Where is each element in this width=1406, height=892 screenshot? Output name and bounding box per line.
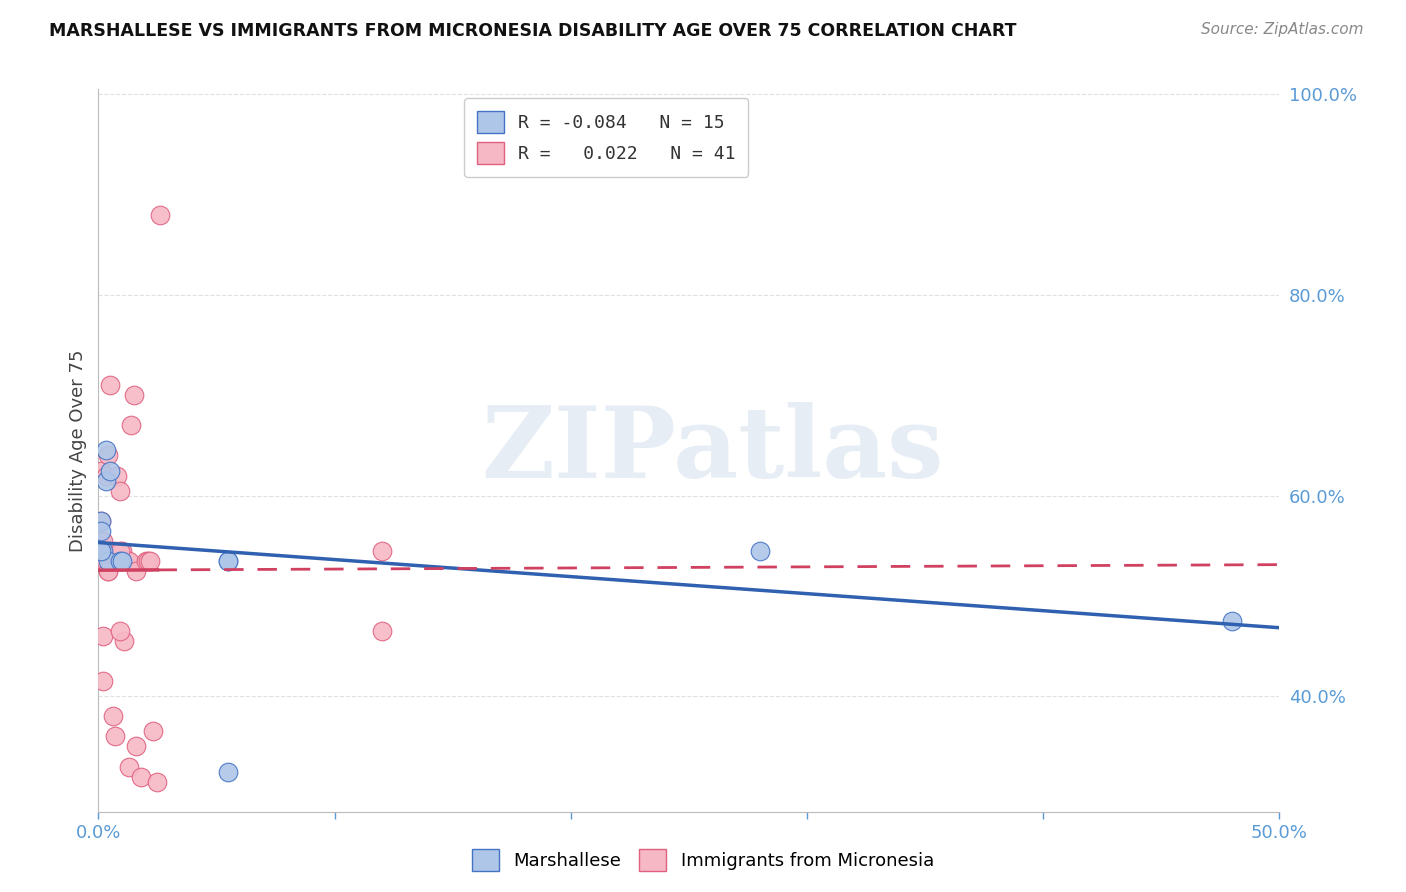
Point xyxy=(94,554,117,568)
Point xyxy=(101,709,124,723)
Point xyxy=(121,418,143,433)
Point xyxy=(91,543,114,558)
Point xyxy=(139,554,162,568)
Point xyxy=(748,543,770,558)
Point xyxy=(90,463,112,477)
Point xyxy=(91,533,114,548)
Point xyxy=(104,730,127,744)
Point xyxy=(94,474,117,488)
Y-axis label: Disability Age Over 75: Disability Age Over 75 xyxy=(69,349,87,552)
Point xyxy=(91,674,114,689)
Text: Source: ZipAtlas.com: Source: ZipAtlas.com xyxy=(1201,22,1364,37)
Point xyxy=(90,514,112,528)
Point xyxy=(97,564,120,578)
Point xyxy=(217,554,239,568)
Point xyxy=(371,624,394,639)
Point xyxy=(91,629,114,643)
Point xyxy=(94,443,117,458)
Point xyxy=(149,208,172,222)
Point xyxy=(1220,614,1243,628)
Point xyxy=(111,543,134,558)
Point xyxy=(122,388,145,402)
Point xyxy=(118,554,141,568)
Point xyxy=(97,449,120,463)
Point xyxy=(129,770,152,784)
Point xyxy=(91,543,114,558)
Point xyxy=(105,468,128,483)
Point xyxy=(136,554,159,568)
Point xyxy=(97,554,120,568)
Point xyxy=(104,543,127,558)
Point xyxy=(98,378,121,392)
Legend: Marshallese, Immigrants from Micronesia: Marshallese, Immigrants from Micronesia xyxy=(464,842,942,879)
Point xyxy=(217,764,239,779)
Point xyxy=(125,564,148,578)
Point xyxy=(115,554,138,568)
Point xyxy=(125,739,148,754)
Point xyxy=(90,543,112,558)
Point xyxy=(108,543,131,558)
Point xyxy=(90,533,112,548)
Point xyxy=(108,624,131,639)
Point xyxy=(108,483,131,498)
Point xyxy=(98,554,121,568)
Text: MARSHALLESE VS IMMIGRANTS FROM MICRONESIA DISABILITY AGE OVER 75 CORRELATION CHA: MARSHALLESE VS IMMIGRANTS FROM MICRONESI… xyxy=(49,22,1017,40)
Point xyxy=(118,759,141,773)
Point xyxy=(142,724,165,739)
Point xyxy=(97,564,120,578)
Point xyxy=(146,774,169,789)
Point xyxy=(90,524,112,538)
Point xyxy=(98,463,121,477)
Text: ZIPatlas: ZIPatlas xyxy=(481,402,943,499)
Legend: R = -0.084   N = 15, R =   0.022   N = 41: R = -0.084 N = 15, R = 0.022 N = 41 xyxy=(464,98,748,177)
Point xyxy=(112,634,135,648)
Point xyxy=(90,543,112,558)
Point xyxy=(217,554,239,568)
Point xyxy=(371,543,394,558)
Point xyxy=(94,468,117,483)
Point xyxy=(90,514,112,528)
Point xyxy=(135,554,157,568)
Point xyxy=(108,554,131,568)
Point xyxy=(111,554,134,568)
